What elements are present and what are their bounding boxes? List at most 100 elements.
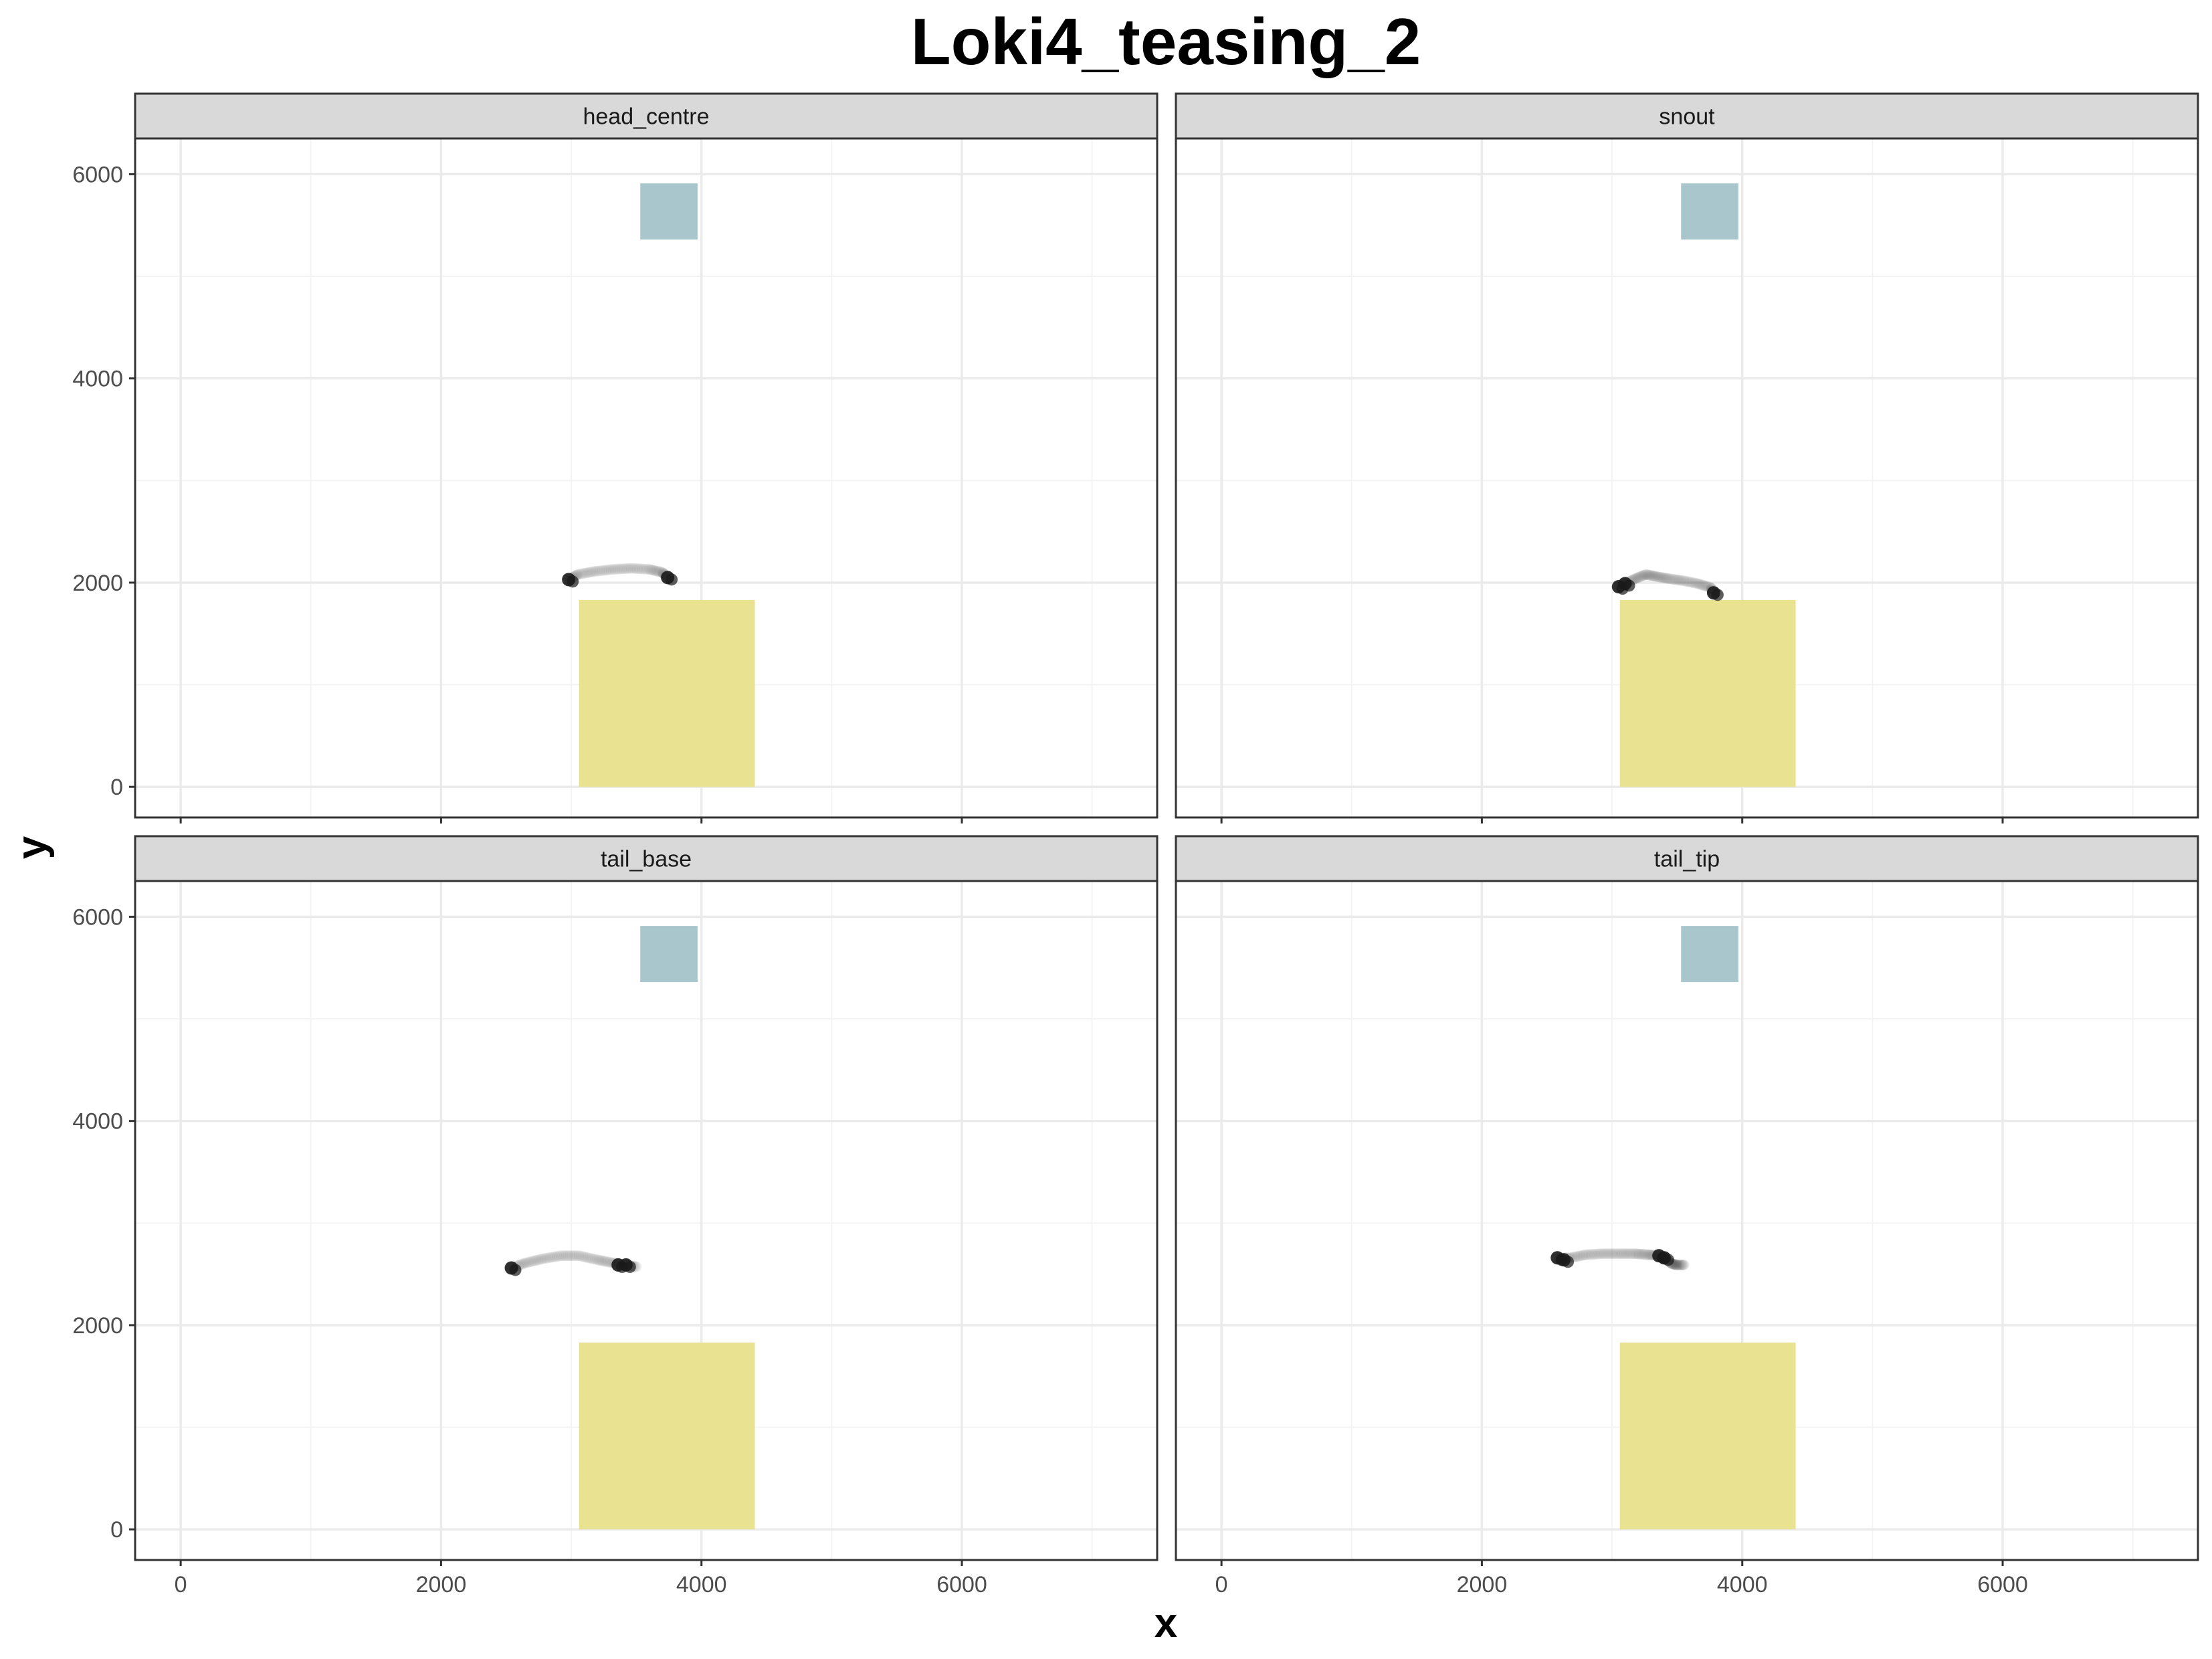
track-point	[1691, 578, 1702, 589]
cluster-point	[509, 1264, 522, 1276]
track-point	[1584, 1249, 1595, 1260]
track-point	[532, 1254, 543, 1266]
track-point	[1682, 576, 1693, 587]
track-point	[1613, 1248, 1624, 1260]
track-point	[650, 565, 662, 577]
panel-border	[134, 137, 1159, 819]
track-point	[1676, 1259, 1688, 1270]
track-point	[575, 1250, 587, 1262]
track-point	[1631, 1248, 1643, 1260]
track-point	[1640, 1249, 1651, 1260]
track-point	[1576, 1250, 1587, 1262]
track-point	[1642, 569, 1653, 581]
track-point	[1643, 1249, 1654, 1260]
x-tick-label: 2000	[1457, 1572, 1508, 1597]
track-point	[579, 567, 590, 579]
track-point	[1696, 579, 1708, 591]
track-point	[1678, 1259, 1690, 1270]
cluster-point	[623, 1260, 636, 1273]
cluster-point	[1662, 1254, 1674, 1266]
track-point	[593, 565, 604, 577]
track-point	[620, 563, 631, 575]
cluster-point	[1562, 1256, 1575, 1268]
track-point	[1601, 1248, 1612, 1260]
track-point	[1609, 1248, 1621, 1260]
x-tick-label: 6000	[936, 1572, 987, 1597]
track-point	[622, 563, 633, 574]
track-point	[645, 564, 656, 575]
track-point	[1627, 1248, 1638, 1260]
track-point	[557, 1250, 569, 1262]
track-point	[1672, 574, 1684, 585]
track-point	[1672, 1259, 1684, 1270]
chart-title: Loki4_teasing_2	[911, 5, 1421, 78]
track-point	[1680, 575, 1691, 587]
track-point	[642, 563, 653, 575]
track-point	[586, 567, 597, 578]
y-tick-label: 0	[110, 775, 123, 800]
track-point	[546, 1252, 557, 1263]
track-point	[595, 565, 606, 577]
track-point	[1686, 577, 1698, 588]
x-tick-label: 0	[1215, 1572, 1228, 1597]
track-point	[582, 567, 593, 578]
track-point	[1619, 1248, 1630, 1260]
track-point	[566, 1250, 577, 1262]
track-point	[585, 1252, 596, 1264]
track-point	[635, 563, 646, 575]
track-point	[584, 567, 595, 578]
track-point	[1587, 1249, 1599, 1260]
track-point	[1662, 573, 1674, 584]
track-point	[603, 564, 615, 575]
track-point	[555, 1250, 567, 1262]
track-point	[1676, 1259, 1687, 1270]
y-tick-label: 2000	[72, 1313, 123, 1339]
track-point	[1667, 573, 1678, 585]
track-point	[1638, 569, 1649, 581]
track-point	[1674, 575, 1685, 586]
yellow-zone	[579, 1342, 755, 1530]
y-tick-label: 4000	[72, 1109, 123, 1135]
facet-strip	[1175, 92, 2199, 140]
track-point	[561, 1250, 572, 1262]
track-point	[1635, 571, 1646, 582]
x-tick-label: 4000	[676, 1572, 727, 1597]
track-point	[538, 1253, 550, 1264]
facet-strip-label: tail_tip	[1654, 847, 1720, 872]
facet-strip	[134, 92, 1159, 140]
cluster-point	[666, 573, 678, 586]
track-point	[1603, 1248, 1614, 1260]
y-tick-label: 0	[110, 1517, 123, 1543]
track-point	[1591, 1248, 1602, 1260]
track-point	[1652, 571, 1664, 583]
track-point	[1630, 1248, 1641, 1260]
track-point	[1616, 1248, 1627, 1260]
track-point	[1607, 1248, 1619, 1260]
track-point	[1637, 570, 1649, 581]
track-point	[1683, 576, 1694, 587]
track-point	[520, 1257, 531, 1268]
track-point	[603, 1256, 614, 1268]
track-point	[638, 563, 649, 575]
track-point	[577, 568, 589, 579]
x-tick-label: 4000	[1717, 1572, 1768, 1597]
track-point	[597, 565, 608, 576]
track-point	[649, 565, 660, 576]
track-point	[1634, 571, 1645, 583]
track-point	[1589, 1248, 1600, 1260]
track-point	[1641, 569, 1653, 581]
track-point	[542, 1252, 554, 1264]
track-point	[1595, 1248, 1607, 1260]
track-point	[1641, 1249, 1653, 1260]
track-point	[1637, 1249, 1649, 1260]
track-point	[1673, 1259, 1684, 1270]
track-point	[522, 1257, 533, 1268]
track-point	[592, 1254, 603, 1266]
track-point	[598, 1256, 609, 1267]
track-point	[1678, 1259, 1689, 1270]
panel-border	[1175, 137, 2199, 819]
track-point	[525, 1256, 536, 1268]
track-point	[599, 1256, 611, 1267]
track-point	[1645, 570, 1657, 581]
